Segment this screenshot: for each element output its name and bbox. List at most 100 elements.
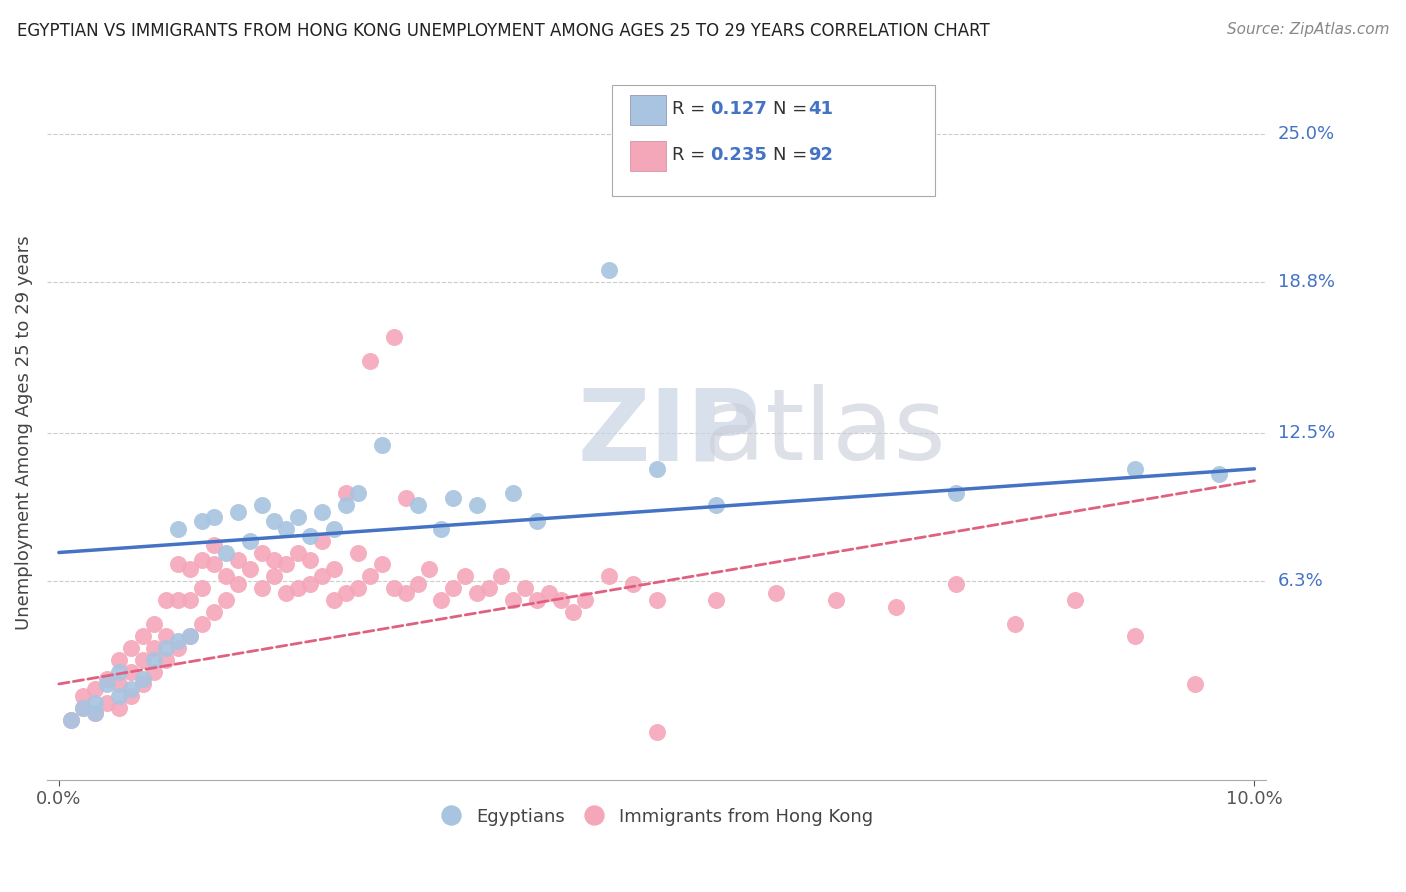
Point xyxy=(143,665,166,679)
Point xyxy=(1208,467,1230,481)
Point xyxy=(239,533,262,548)
Point xyxy=(335,498,357,512)
Point xyxy=(250,582,273,596)
Point xyxy=(287,545,309,559)
Point xyxy=(96,677,118,691)
Point xyxy=(131,672,153,686)
Point xyxy=(454,569,477,583)
Point xyxy=(120,681,142,696)
Point xyxy=(1004,617,1026,632)
Point xyxy=(502,485,524,500)
Point xyxy=(465,586,488,600)
Y-axis label: Unemployment Among Ages 25 to 29 years: Unemployment Among Ages 25 to 29 years xyxy=(15,235,32,631)
Point xyxy=(765,586,787,600)
Point xyxy=(598,569,620,583)
Point xyxy=(263,515,285,529)
Point xyxy=(346,545,368,559)
Point xyxy=(465,498,488,512)
Text: 0.235: 0.235 xyxy=(710,146,766,164)
Point xyxy=(155,629,177,643)
Point xyxy=(226,505,249,519)
Point xyxy=(298,529,321,543)
Point xyxy=(346,485,368,500)
Text: 92: 92 xyxy=(808,146,834,164)
Point xyxy=(645,593,668,607)
Text: 0.127: 0.127 xyxy=(710,100,766,118)
Point xyxy=(430,522,453,536)
Point xyxy=(83,706,105,720)
Point xyxy=(322,593,344,607)
Point xyxy=(59,713,82,727)
Point xyxy=(311,505,333,519)
Text: 41: 41 xyxy=(808,100,834,118)
Point xyxy=(263,569,285,583)
Point xyxy=(202,509,225,524)
Point xyxy=(131,677,153,691)
Point xyxy=(287,582,309,596)
Point xyxy=(72,701,94,715)
Point xyxy=(441,582,464,596)
Point xyxy=(346,582,368,596)
Point xyxy=(322,562,344,576)
Point xyxy=(359,569,381,583)
Point xyxy=(179,562,201,576)
Point xyxy=(382,582,405,596)
Point xyxy=(179,629,201,643)
Point xyxy=(574,593,596,607)
Point xyxy=(191,552,214,566)
Point xyxy=(513,582,536,596)
Point xyxy=(191,582,214,596)
Point xyxy=(526,593,548,607)
Point xyxy=(167,558,190,572)
Point xyxy=(120,665,142,679)
Point xyxy=(96,696,118,710)
Point xyxy=(202,605,225,619)
Point xyxy=(179,593,201,607)
Point xyxy=(945,576,967,591)
Point xyxy=(131,653,153,667)
Point xyxy=(167,522,190,536)
Point xyxy=(226,576,249,591)
Point xyxy=(598,263,620,277)
Point xyxy=(250,545,273,559)
Point xyxy=(1123,629,1146,643)
Point xyxy=(167,634,190,648)
Point xyxy=(478,582,501,596)
Point xyxy=(215,545,238,559)
Point xyxy=(287,509,309,524)
Point xyxy=(274,586,297,600)
Text: N =: N = xyxy=(773,100,813,118)
Point xyxy=(884,600,907,615)
Text: R =: R = xyxy=(672,100,711,118)
Point xyxy=(202,558,225,572)
Point xyxy=(202,538,225,552)
Point xyxy=(645,724,668,739)
Text: 25.0%: 25.0% xyxy=(1278,125,1334,144)
Point xyxy=(825,593,848,607)
Point xyxy=(406,576,429,591)
Point xyxy=(418,562,440,576)
Point xyxy=(263,552,285,566)
Point xyxy=(550,593,572,607)
Text: ZIP: ZIP xyxy=(578,384,761,482)
Point xyxy=(562,605,585,619)
Point xyxy=(945,485,967,500)
Point xyxy=(1123,462,1146,476)
Point xyxy=(1184,677,1206,691)
Point xyxy=(298,576,321,591)
Point xyxy=(394,586,416,600)
Point xyxy=(537,586,560,600)
Point xyxy=(621,576,644,591)
Point xyxy=(406,498,429,512)
Point xyxy=(239,562,262,576)
Text: atlas: atlas xyxy=(578,384,946,482)
Point xyxy=(502,593,524,607)
Point xyxy=(215,569,238,583)
Point xyxy=(370,438,392,452)
Point xyxy=(167,593,190,607)
Point xyxy=(96,672,118,686)
Point xyxy=(83,706,105,720)
Point xyxy=(215,593,238,607)
Point xyxy=(441,491,464,505)
Point xyxy=(107,677,129,691)
